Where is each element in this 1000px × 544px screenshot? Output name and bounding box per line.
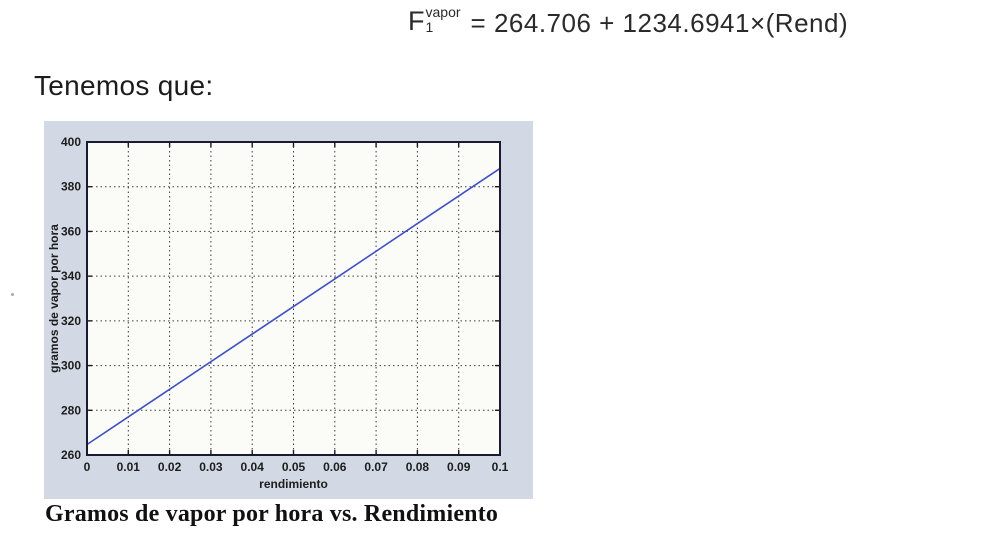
y-tick-label: 340 [61, 269, 81, 283]
x-axis-label: rendimiento [259, 477, 328, 491]
scan-artifact-dot [11, 293, 14, 296]
x-tick-label: 0.04 [241, 460, 265, 474]
x-tick-label: 0.01 [117, 460, 141, 474]
plot-area [87, 142, 500, 455]
formula-rhs: = 264.706 + 1234.6941×(Rend) [470, 8, 849, 38]
x-tick-label: 0.08 [406, 460, 430, 474]
formula-supsub: vapor 1 [426, 5, 461, 34]
figure-caption: Gramos de vapor por hora vs. Rendimiento [45, 501, 499, 527]
formula-variable: F [408, 6, 425, 36]
y-tick-label: 260 [61, 448, 81, 462]
y-tick-label: 400 [61, 135, 81, 149]
y-tick-label: 360 [61, 224, 81, 238]
intro-text: Tenemos que: [34, 70, 214, 101]
y-tick-label: 320 [61, 314, 81, 328]
y-axis-label: gramos de vapor por hora [47, 224, 61, 373]
x-tick-label: 0.09 [447, 460, 471, 474]
x-tick-label: 0.03 [199, 460, 223, 474]
y-tick-label: 280 [61, 403, 81, 417]
x-tick-label: 0.07 [364, 460, 388, 474]
x-tick-label: 0.06 [323, 460, 347, 474]
formula-f1-vapor: F vapor 1 = 264.706 + 1234.6941×(Rend) [408, 5, 849, 39]
line-chart: 0 0.01 0.02 0.03 0.04 0.05 0.06 0.07 0.08 0.09 0.1… [47, 135, 509, 491]
x-tick-label: 0.05 [282, 460, 306, 474]
chart-figure: 0 0.01 0.02 0.03 0.04 0.05 0.06 0.07 0.08 0.09 0.1… [44, 121, 533, 499]
formula-superscript: vapor [425, 4, 461, 20]
formula-subscript: 1 [425, 18, 434, 35]
y-tick-label: 300 [61, 359, 81, 373]
x-tick-label: 0.02 [158, 460, 182, 474]
y-tick-label: 380 [61, 180, 81, 194]
data-line [86, 167, 501, 446]
x-tick-label: 0.1 [492, 460, 509, 474]
x-tick-label: 0 [84, 460, 91, 474]
